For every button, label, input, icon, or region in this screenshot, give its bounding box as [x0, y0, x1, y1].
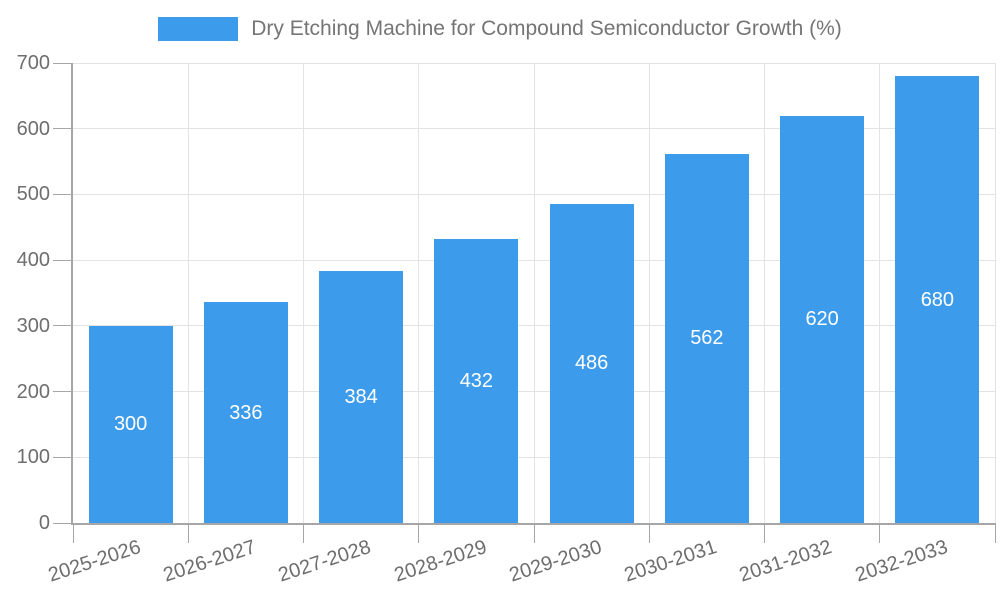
x-gridline [187, 63, 189, 523]
y-axis-tick-label: 700 [16, 52, 50, 74]
bar-2025-2026[interactable] [88, 325, 173, 523]
y-axis-tick-label: 400 [16, 249, 50, 272]
x-tick-mark [418, 523, 420, 543]
bar-2029-2030[interactable] [549, 203, 634, 523]
bar-value-label: 562 [690, 327, 724, 350]
x-axis-tick-label: 2029-2030 [506, 536, 605, 587]
y-axis-tick-label: 100 [16, 446, 50, 469]
x-tick-mark [303, 523, 304, 543]
x-tick-mark [72, 523, 74, 543]
legend-label: Dry Etching Machine for Compound Semicon… [251, 17, 842, 40]
y-tick-mark [53, 456, 73, 458]
bar-value-label: 620 [805, 308, 839, 331]
x-tick-mark [994, 523, 996, 543]
y-axis-tick-label: 300 [16, 314, 50, 337]
y-tick-mark [53, 259, 73, 261]
y-tick-mark [53, 62, 73, 64]
y-tick-mark [53, 522, 73, 524]
y-axis-tick-label: 0 [38, 512, 50, 534]
x-tick-mark [879, 523, 881, 543]
x-axis-tick-label: 2025-2026 [45, 536, 144, 587]
y-tick-mark [53, 193, 73, 195]
bar-2032-2033[interactable] [895, 76, 980, 523]
x-gridline [648, 63, 650, 523]
x-gridline [303, 63, 304, 523]
y-tick-mark [53, 128, 73, 130]
x-gridline [879, 63, 881, 523]
bar-2031-2032[interactable] [780, 115, 865, 523]
bar-value-label: 680 [920, 288, 955, 311]
bar-2028-2029[interactable] [434, 239, 519, 523]
x-axis-tick-label: 2026-2027 [160, 536, 259, 587]
bar-2026-2027[interactable] [203, 302, 288, 523]
y-axis-tick-label: 600 [16, 117, 50, 140]
y-axis-line [71, 63, 73, 525]
x-tick-mark [648, 523, 650, 543]
x-axis-tick-label: 2028-2029 [391, 536, 490, 587]
bar-value-label: 384 [344, 385, 378, 408]
x-gridline [533, 63, 535, 523]
x-axis-tick-label: 2032-2033 [852, 536, 951, 587]
y-tick-mark [53, 391, 73, 393]
x-tick-mark [764, 523, 765, 543]
x-tick-mark [533, 523, 535, 543]
bar-2030-2031[interactable] [664, 153, 749, 523]
x-gridline [418, 63, 420, 523]
x-tick-mark [187, 523, 189, 543]
y-tick-mark [53, 325, 73, 327]
legend-swatch-icon[interactable] [158, 17, 239, 41]
bar-value-label: 336 [229, 401, 263, 424]
x-gridline [764, 63, 765, 523]
x-axis-tick-label: 2027-2028 [276, 536, 374, 587]
y-axis-tick-label: 200 [16, 380, 50, 403]
x-gridline [994, 63, 996, 523]
x-axis-tick-label: 2030-2031 [621, 536, 720, 587]
x-axis-tick-label: 2031-2032 [737, 536, 835, 587]
bar-value-label: 432 [459, 370, 494, 393]
legend[interactable]: Dry Etching Machine for Compound Semicon… [0, 17, 1000, 41]
y-axis-tick-label: 500 [16, 183, 50, 206]
bar-2027-2028[interactable] [319, 270, 404, 523]
x-axis-line [71, 523, 995, 525]
bar-value-label: 300 [113, 413, 148, 436]
bar-value-label: 486 [574, 352, 609, 375]
